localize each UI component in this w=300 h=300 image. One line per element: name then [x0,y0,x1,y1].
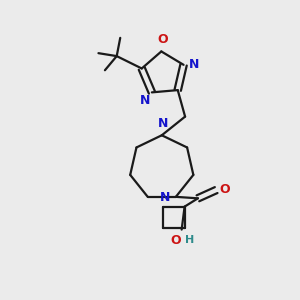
Text: N: N [189,58,199,71]
Text: N: N [140,94,150,107]
Text: O: O [158,33,168,46]
Text: O: O [170,234,181,247]
Text: O: O [219,183,230,196]
Text: N: N [160,191,170,204]
Text: N: N [158,117,168,130]
Text: H: H [185,236,194,245]
